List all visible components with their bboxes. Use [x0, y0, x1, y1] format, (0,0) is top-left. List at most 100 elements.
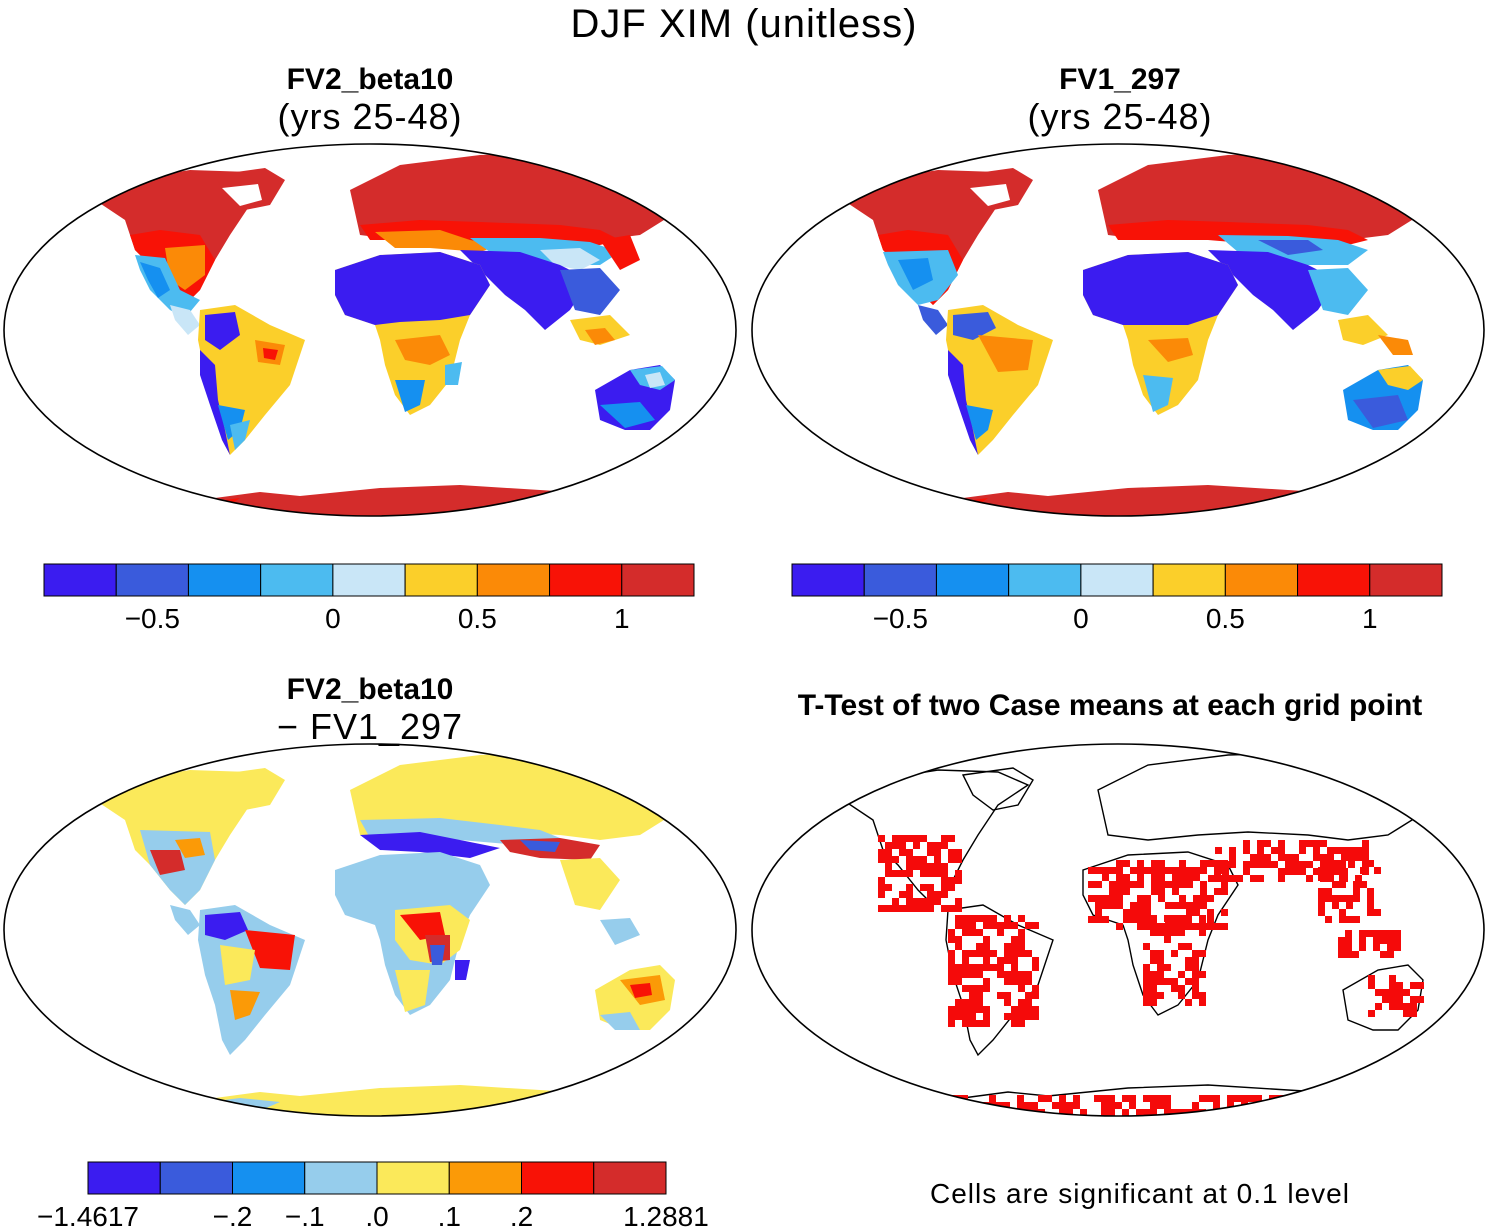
significant-cell	[940, 1095, 947, 1102]
colorbar-swatch	[1008, 563, 1082, 597]
significant-cell	[1109, 867, 1116, 874]
significant-cell	[1130, 909, 1137, 916]
significant-cell	[1221, 923, 1228, 930]
significant-cell	[1116, 888, 1123, 895]
significant-cell	[1206, 1095, 1213, 1102]
significant-cell	[1157, 1116, 1164, 1123]
significant-cell	[934, 842, 941, 849]
significant-cell	[1338, 937, 1345, 944]
significant-cell	[1199, 971, 1206, 978]
significant-cell	[969, 971, 976, 978]
significant-cell	[1158, 888, 1165, 895]
significant-cell	[1193, 902, 1200, 909]
colorbar-tick-label: 1.2881	[623, 1201, 709, 1227]
significant-cell	[997, 992, 1004, 999]
significant-cell	[1011, 1020, 1018, 1027]
colorbar-swatch	[549, 563, 623, 597]
significant-cell	[1352, 951, 1359, 958]
significant-cell	[1229, 861, 1236, 868]
significant-cell	[969, 950, 976, 957]
significant-cell	[1004, 978, 1011, 985]
significant-cell	[906, 863, 913, 870]
significant-cell	[1129, 1095, 1136, 1102]
significant-cell	[1229, 875, 1236, 882]
significant-cell	[1396, 982, 1403, 989]
significant-cell	[1200, 888, 1207, 895]
significant-cell	[1221, 888, 1228, 895]
significant-cell	[969, 992, 976, 999]
significant-cell	[1011, 1013, 1018, 1020]
significant-cell	[1137, 916, 1144, 923]
significant-cell	[1018, 929, 1025, 936]
significant-cell	[1248, 1095, 1255, 1102]
panel-title-fv2: FV2_beta10 (yrs 25-48)	[120, 62, 620, 136]
significant-cell	[1032, 957, 1039, 964]
significant-cell	[1325, 1102, 1332, 1109]
significant-cell	[892, 870, 899, 877]
significant-cell	[1215, 861, 1222, 868]
significant-cell	[1164, 964, 1171, 971]
significant-cell	[1073, 1095, 1080, 1102]
significant-cell	[1192, 978, 1199, 985]
significant-cell	[1222, 861, 1229, 868]
significant-cell	[1417, 996, 1424, 1003]
ttest-note: Cells are significant at 0.1 level	[930, 1178, 1350, 1209]
significant-cell	[948, 936, 955, 943]
significant-cell	[1339, 1116, 1346, 1123]
significant-cell	[1045, 1116, 1052, 1123]
colorbar-swatch	[43, 563, 117, 597]
significant-cell	[1018, 1006, 1025, 1013]
significant-cell	[1353, 916, 1360, 923]
significant-cell	[1339, 916, 1346, 923]
significant-cell	[1004, 1013, 1011, 1020]
significant-cell	[1004, 922, 1011, 929]
significant-cell	[1151, 888, 1158, 895]
significant-cell	[1116, 860, 1123, 867]
significant-cell	[1207, 895, 1214, 902]
significant-cell	[990, 950, 997, 957]
significant-cell	[927, 849, 934, 856]
significant-cell	[885, 870, 892, 877]
colorbar-tick-label: .2	[510, 1201, 533, 1227]
significant-cell	[969, 985, 976, 992]
significant-cell	[1359, 930, 1366, 937]
significant-cell	[1032, 1013, 1039, 1020]
map-panel-fv1	[751, 143, 1485, 517]
significant-cell	[1257, 861, 1264, 868]
colorbar-swatch	[863, 563, 937, 597]
significant-cell	[1137, 923, 1144, 930]
significant-cell	[1101, 1109, 1108, 1116]
significant-cell	[1185, 1116, 1192, 1123]
colorbar-swatch	[115, 563, 189, 597]
significant-cell	[1346, 895, 1353, 902]
significant-cell	[941, 877, 948, 884]
significant-cell	[1150, 1102, 1157, 1109]
significant-cell	[1186, 867, 1193, 874]
continent-antarctica	[120, 1085, 700, 1116]
significant-cell	[1332, 881, 1339, 888]
significant-cell	[1257, 840, 1264, 847]
significant-cell	[1011, 957, 1018, 964]
significant-cell	[955, 1006, 962, 1013]
significant-cell	[878, 856, 885, 863]
significant-cell	[920, 835, 927, 842]
significant-cell	[1157, 1102, 1164, 1109]
continent-africa	[335, 252, 490, 415]
significant-cell	[1151, 881, 1158, 888]
continent-antarctica	[120, 485, 700, 516]
significant-cell	[913, 856, 920, 863]
significant-cell	[1313, 847, 1320, 854]
significant-cell	[913, 863, 920, 870]
significant-cell	[1207, 916, 1214, 923]
significant-cell	[906, 870, 913, 877]
significant-cell	[1137, 881, 1144, 888]
significant-cell	[1186, 881, 1193, 888]
significant-cell	[1136, 1116, 1143, 1123]
continent-greenland	[215, 768, 285, 810]
significant-cell	[1004, 992, 1011, 999]
significant-cell	[1116, 902, 1123, 909]
significant-cell	[1299, 840, 1306, 847]
significant-cell	[1241, 1095, 1248, 1102]
significant-cell	[1186, 902, 1193, 909]
significant-cell	[1115, 1116, 1122, 1123]
